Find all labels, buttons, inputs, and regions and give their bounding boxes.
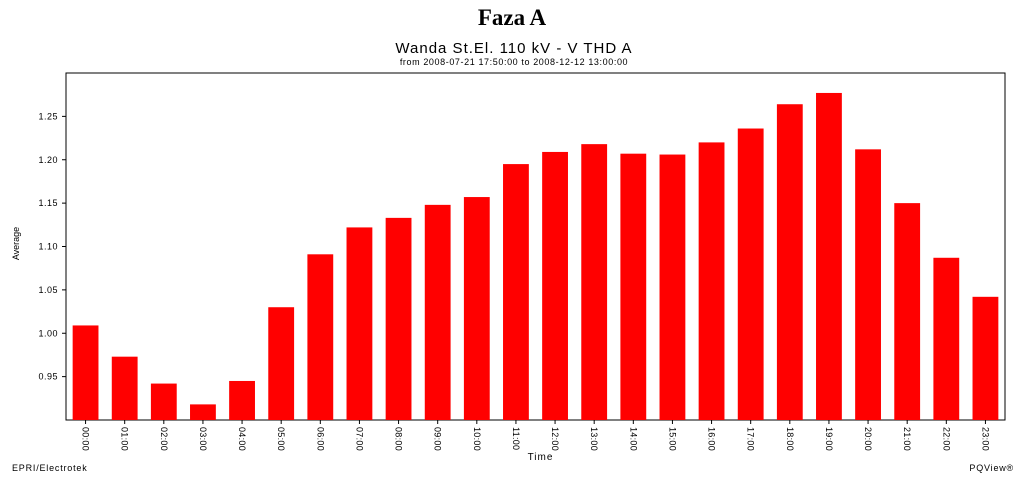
x-tick-label: 19:00 — [824, 427, 834, 451]
bar — [816, 92, 842, 420]
bar — [346, 227, 373, 420]
y-tick-label: 0.95 — [38, 372, 58, 382]
bar — [933, 257, 960, 420]
x-tick-label: 13:00 — [589, 427, 599, 451]
x-tick-label: 03:00 — [198, 427, 208, 451]
x-tick-label: 17:00 — [746, 427, 756, 451]
y-tick-label: 1.10 — [38, 242, 58, 252]
x-tick-label: 14:00 — [628, 427, 638, 451]
y-tick-label: 1.00 — [38, 328, 58, 338]
bar — [972, 296, 999, 420]
bar — [659, 154, 686, 421]
bar — [542, 151, 568, 420]
x-tick-label: 20:00 — [863, 427, 873, 451]
bar — [776, 104, 803, 420]
x-tick-label: 00:00 — [81, 427, 91, 451]
bar — [855, 149, 881, 420]
bar — [581, 144, 608, 420]
bar — [385, 217, 412, 420]
y-tick-label: 1.20 — [38, 155, 58, 165]
bar — [503, 164, 529, 420]
bar-series — [72, 92, 999, 421]
bar — [424, 204, 451, 420]
chart-subtitle: from 2008-07-21 17:50:00 to 2008-12-12 1… — [399, 57, 629, 67]
bar — [737, 128, 764, 420]
x-tick-label: 08:00 — [394, 427, 404, 451]
bar — [150, 383, 177, 420]
x-tick-label: 05:00 — [276, 427, 286, 451]
x-tick-label: 06:00 — [315, 427, 325, 451]
y-tick-label: 1.15 — [38, 198, 58, 208]
x-tick-label: 12:00 — [550, 427, 560, 451]
bar — [307, 254, 334, 420]
x-tick-label: 21:00 — [902, 427, 912, 451]
bar — [620, 153, 647, 421]
x-tick-label: 09:00 — [433, 427, 443, 451]
footer-credit: EPRI/Electrotek — [12, 463, 88, 473]
y-tick-label: 1.05 — [38, 285, 58, 295]
y-axis-label: Average — [11, 227, 21, 260]
bar — [698, 142, 725, 420]
x-tick-label: 15:00 — [667, 427, 677, 451]
x-tick-label: 04:00 — [237, 427, 247, 451]
x-tick-label: 16:00 — [707, 427, 717, 451]
x-axis-label: Time — [528, 452, 554, 463]
x-tick-label: 01:00 — [120, 427, 130, 451]
bar — [190, 404, 216, 420]
x-tick-label: 02:00 — [159, 427, 169, 451]
x-tick-label: 07:00 — [354, 427, 364, 451]
chart-title: Wanda St.El. 110 kV - V THD A — [395, 40, 633, 57]
x-tick-label: 10:00 — [472, 427, 482, 451]
y-tick-label: 1.25 — [38, 111, 58, 121]
x-tick-label: 18:00 — [785, 427, 795, 451]
x-tick-label: 22:00 — [941, 427, 951, 451]
footer-brand: PQView® — [969, 463, 1014, 473]
bar — [111, 356, 138, 420]
x-tick-label: 23:00 — [980, 427, 990, 451]
bar — [894, 203, 921, 420]
x-axis: 00:00 01:00 02:00 03:00 04:00 05:00 06:00 07:00… — [81, 420, 990, 451]
bar — [229, 380, 255, 420]
bar — [463, 197, 490, 420]
bar — [268, 307, 295, 420]
page-title: Faza A — [477, 5, 547, 30]
bar — [72, 325, 99, 420]
x-tick-label: 11:00 — [511, 427, 521, 450]
y-axis: 0.95 1.00 1.05 1.10 1.15 1.20 1.25 — [38, 111, 66, 382]
